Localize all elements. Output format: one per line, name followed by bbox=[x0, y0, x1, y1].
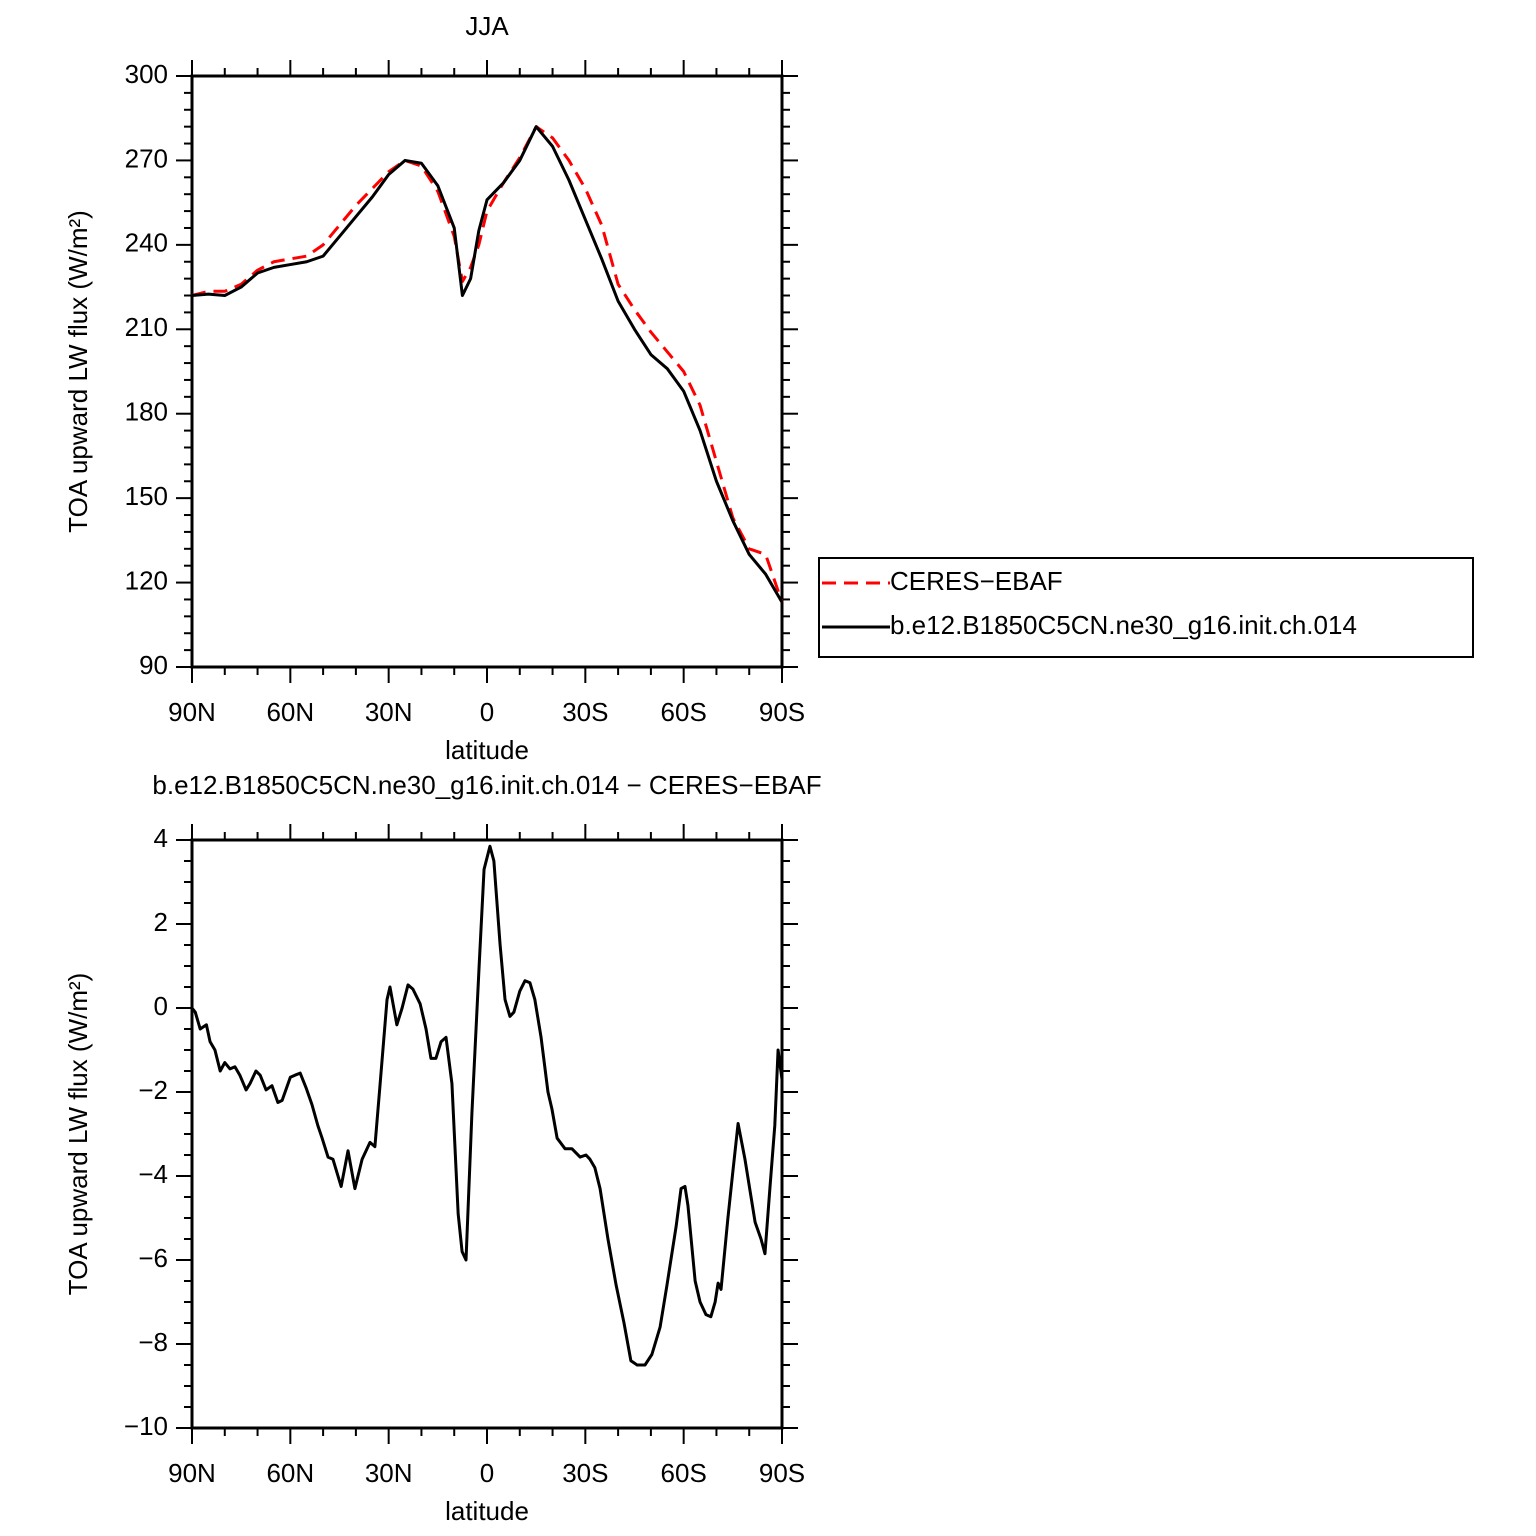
y-tick-label: −2 bbox=[138, 1075, 168, 1105]
x-tick-label: 90S bbox=[759, 1458, 805, 1488]
y-tick-label: 90 bbox=[139, 650, 168, 680]
x-tick-label: 30N bbox=[365, 697, 413, 727]
x-tick-label: 0 bbox=[480, 1458, 494, 1488]
y-tick-label: 0 bbox=[154, 991, 168, 1021]
x-tick-label: 60N bbox=[266, 1458, 314, 1488]
y-tick-label: −8 bbox=[138, 1327, 168, 1357]
x-tick-label: 30N bbox=[365, 1458, 413, 1488]
y-tick-label: 120 bbox=[125, 565, 168, 595]
y-tick-label: −10 bbox=[124, 1411, 168, 1441]
x-tick-label: 90N bbox=[168, 1458, 216, 1488]
y-tick-label: 300 bbox=[125, 59, 168, 89]
x-tick-label: 90S bbox=[759, 697, 805, 727]
y-tick-label: −4 bbox=[138, 1159, 168, 1189]
legend-label: CERES−EBAF bbox=[890, 566, 1063, 596]
plot-frame bbox=[190, 74, 784, 669]
chart-title: JJA bbox=[465, 11, 509, 41]
chart-title: b.e12.B1850C5CN.ne30_g16.init.ch.014 − C… bbox=[152, 770, 821, 800]
y-axis-label: TOA upward LW flux (W/m²) bbox=[63, 973, 93, 1296]
data-line bbox=[190, 844, 784, 1367]
plot-frame bbox=[190, 838, 784, 1430]
x-tick-label: 90N bbox=[168, 697, 216, 727]
x-tick-label: 60N bbox=[266, 697, 314, 727]
y-tick-label: 240 bbox=[125, 228, 168, 258]
x-tick-label: 60S bbox=[661, 1458, 707, 1488]
y-tick-label: 270 bbox=[125, 143, 168, 173]
x-axis-label: latitude bbox=[445, 1496, 529, 1526]
y-tick-label: −6 bbox=[138, 1243, 168, 1273]
legend-label: b.e12.B1850C5CN.ne30_g16.init.ch.014 bbox=[890, 610, 1357, 640]
legend-box bbox=[818, 557, 1474, 658]
y-tick-label: 180 bbox=[125, 397, 168, 427]
x-axis-label: latitude bbox=[445, 735, 529, 765]
y-tick-label: 150 bbox=[125, 481, 168, 511]
data-line bbox=[191, 125, 784, 603]
y-tick-label: 210 bbox=[125, 312, 168, 342]
data-line bbox=[191, 125, 784, 604]
x-tick-label: 60S bbox=[661, 697, 707, 727]
y-tick-label: 2 bbox=[154, 907, 168, 937]
x-tick-label: 0 bbox=[480, 697, 494, 727]
y-axis-label: TOA upward LW flux (W/m²) bbox=[63, 210, 93, 533]
x-tick-label: 30S bbox=[562, 697, 608, 727]
x-tick-label: 30S bbox=[562, 1458, 608, 1488]
y-tick-label: 4 bbox=[154, 823, 168, 853]
